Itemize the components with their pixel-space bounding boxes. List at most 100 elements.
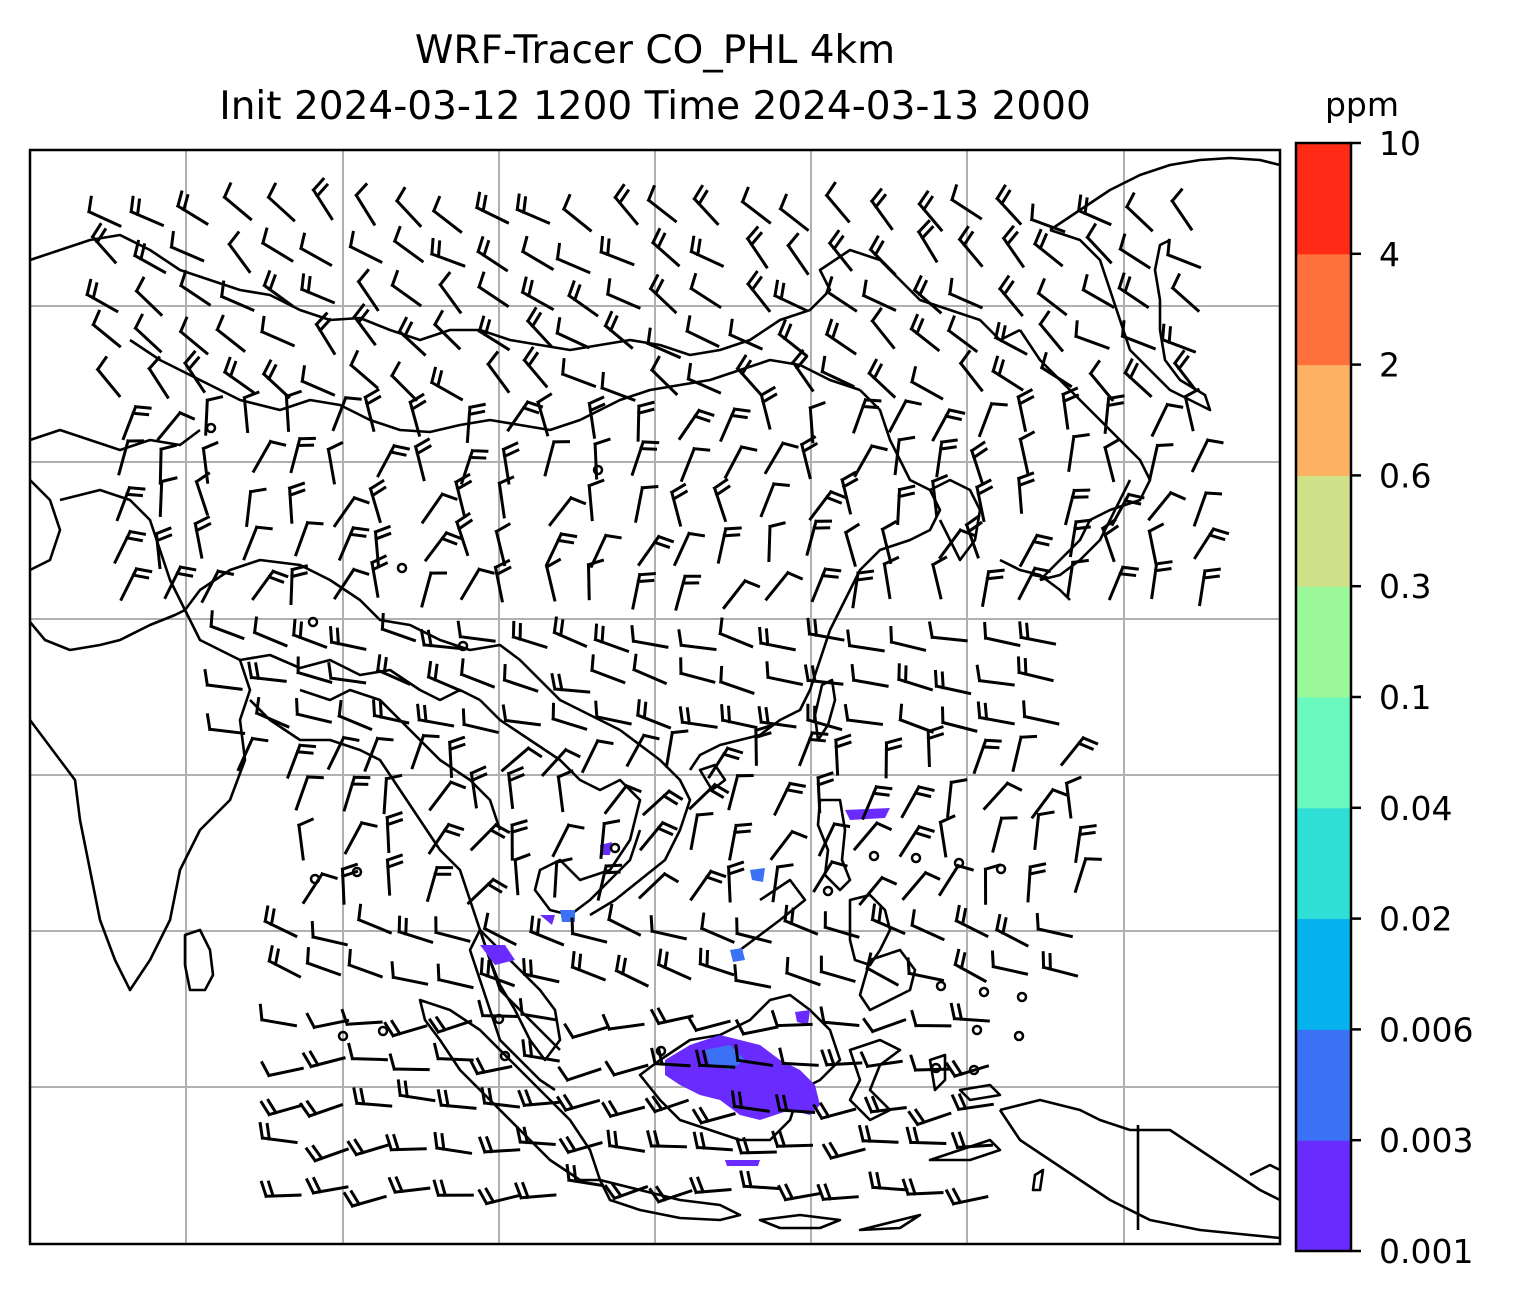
wind-barb [397,316,427,357]
colorbar-tick-label: 4 [1379,235,1400,274]
wind-barb [242,390,260,434]
wind-barb [601,1099,646,1119]
wind-barb [810,567,842,603]
wind-barb [972,738,1002,775]
wind-barb [641,789,684,817]
wind-barb [454,511,474,557]
wind-barb [517,1089,560,1108]
wind-barb [258,1003,298,1028]
wind-barb [637,534,675,567]
wind-barb [501,704,541,727]
wind-barb [758,626,796,652]
wind-barb [631,571,656,610]
wind-barb [930,555,948,600]
wind-barb [990,950,1029,976]
wind-barb [669,482,689,527]
wind-barb [382,773,403,815]
wind-barb [638,820,678,852]
wind-barb [630,440,660,477]
wind-barb [692,1131,733,1152]
wind-barb [817,822,851,857]
wind-barb [555,1093,601,1113]
wind-barb [991,355,1024,392]
wind-barb [194,471,211,516]
wind-barb [326,735,360,771]
wind-barb [636,400,655,442]
wind-barb [734,1018,779,1036]
wind-barb [1088,359,1115,402]
colorbar-swatch [1296,1140,1351,1252]
map-title-line1: WRF-Tracer CO_PHL 4km [414,28,896,73]
wind-barb [820,1048,863,1067]
wind-barb [646,184,678,224]
wind-barb [476,235,509,273]
colorbar-swatch [1296,364,1351,476]
wind-barb [156,410,196,442]
wind-barb [477,315,511,352]
wind-barb [1035,912,1074,939]
wind-barb [342,1189,387,1209]
wind-barb [957,225,984,268]
wind-barb [1059,735,1099,767]
wind-barb [853,443,888,478]
wind-barb [982,781,1023,811]
wind-barb [459,658,496,689]
wind-barb [311,176,334,221]
wind-barb [893,435,916,476]
wind-barb [677,408,715,441]
wind-barb [1018,533,1053,568]
wind-barb [650,227,681,268]
wind-barb [603,310,634,350]
wind-barb [294,774,324,811]
colorbar-swatch [1296,253,1351,366]
wind-barb [420,492,458,525]
wind-barb [1170,272,1201,313]
wind-barb [821,1141,866,1161]
wind-barb [635,699,672,730]
wind-barb [1074,320,1110,350]
wind-barb [927,621,968,643]
wind-barb [551,702,588,731]
wind-barb [1016,656,1054,683]
wind-barb [1016,388,1035,432]
wind-barb [387,1175,431,1195]
wind-barb [326,440,344,485]
wind-barb [587,395,606,439]
wind-barb [861,279,897,312]
wind-barb [1117,272,1150,309]
wind-barb [905,1126,947,1146]
colorbar-tick-label: 0.02 [1379,900,1452,939]
wind-barb [975,664,1015,687]
wind-barb [1147,490,1187,522]
wind-barb [625,733,660,768]
wind-barb [285,743,317,780]
wind-barb [649,1007,694,1026]
wind-barb [730,1090,770,1113]
wind-barb [930,473,949,517]
wind-barb [477,271,510,308]
wind-barb [859,1051,903,1069]
wind-barb [974,478,994,523]
wind-barb [727,773,754,811]
wind-barb [896,484,916,526]
wind-barb [304,1176,349,1195]
wind-barb [858,875,898,907]
wind-barb [1030,787,1069,820]
wind-barb [291,618,328,649]
wind-barb [862,1017,907,1034]
wind-barb [394,186,423,228]
wind-barb [363,736,394,773]
wind-barb [712,477,731,523]
colorbar-ticks: 0.001 0.003 0.006 0.02 0.04 0.1 0.3 0.6 2 4 10 [1351,124,1473,1271]
wind-barb [644,1095,690,1114]
wind-barb [909,365,944,401]
coastlines [28,156,1281,1240]
wind-barb [193,515,212,559]
wind-barb [259,1180,302,1199]
wind-barb [769,829,808,861]
wind-barb [884,737,903,779]
wind-barb [410,733,440,770]
wind-barb [790,348,815,393]
wind-barb [805,519,833,557]
wind-barb [901,1178,944,1196]
